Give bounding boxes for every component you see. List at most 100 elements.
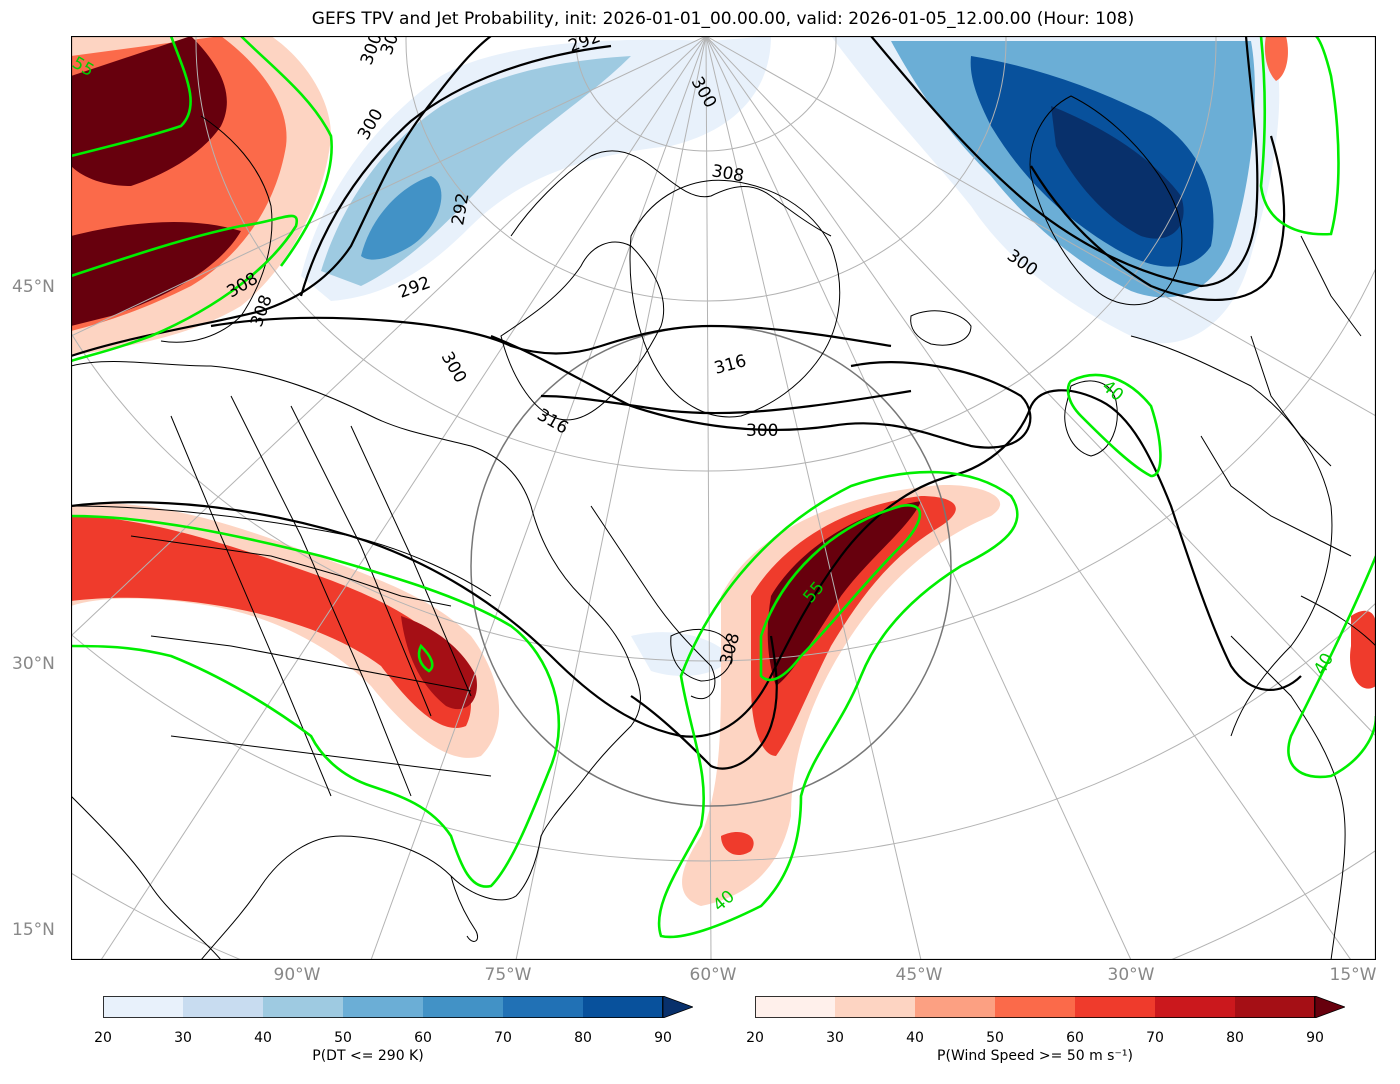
colorbar-tick-label: 70: [494, 1030, 512, 1046]
jet-contour-pacific-south: [71, 214, 299, 363]
jet-colorbar-extend-arrow: [1314, 996, 1345, 1018]
state-border: [290, 405, 432, 717]
graticule-parallel: [195, 36, 1217, 472]
graticule-meridian: [705, 36, 1376, 737]
lon-label-30w: 30°W: [1107, 965, 1155, 985]
coastline-hudson-bay: [500, 241, 665, 421]
state-border: [230, 395, 412, 797]
theta-contour-300-west: [71, 36, 492, 358]
jet-shading-pacific-core: [71, 36, 241, 326]
coastline-iceland: [910, 310, 972, 346]
jet-colorbar-swatches: [755, 996, 1345, 1018]
coastline-scandinavia: [1029, 95, 1183, 306]
jet-contour-atlantic-inner: [759, 504, 922, 682]
graticule-meridian: [705, 36, 922, 960]
jet-contour-europe-east: [1287, 555, 1376, 779]
graticule-meridian: [515, 36, 707, 960]
tpv-shading-labrador: [631, 632, 731, 676]
coastline-north-america: [71, 361, 641, 960]
jet-shading-nevada: [721, 831, 754, 856]
colorbar-swatch: [583, 996, 664, 1018]
theta-contour-308-main: [71, 389, 1302, 738]
theta-contour-292-west: [299, 44, 612, 297]
graticule-meridian: [705, 36, 1132, 960]
colorbar-swatch: [1235, 996, 1316, 1018]
colorbar-tick-label: 50: [334, 1030, 352, 1046]
state-border: [170, 735, 492, 777]
tpv-shading-west-core: [361, 176, 442, 260]
lon-label-60w: 60°W: [689, 965, 737, 985]
tpv-shading-east-darkest: [1051, 106, 1184, 239]
colorbar-tick-label: 30: [826, 1030, 844, 1046]
lat-label-15n: 15°N: [12, 920, 55, 940]
jet-contour-conus-inner: [417, 643, 434, 673]
colorbar-swatch: [343, 996, 424, 1018]
colorbar-swatch: [263, 996, 344, 1018]
jet-contour-conus: [71, 514, 561, 888]
country-border-europe: [1250, 335, 1332, 467]
jet-shading-conus-mid: [71, 516, 471, 728]
coastline-canadian-arctic: [510, 150, 832, 237]
coastlines: [71, 95, 1376, 960]
state-border: [150, 635, 472, 692]
colorbar-swatch: [1075, 996, 1156, 1018]
colorbar-swatch: [1155, 996, 1236, 1018]
tpv-probability-shading: [301, 36, 1280, 676]
colorbar-swatch: [915, 996, 996, 1018]
coastline-iberia-africa: [1230, 635, 1346, 960]
jet-contour-atlantic: [657, 470, 1019, 939]
state-border: [130, 535, 452, 607]
jet-contour-pacific: [71, 36, 192, 158]
graticule-meridian: [71, 36, 707, 637]
coastline-labrador: [590, 505, 716, 700]
colorbar-tick-label: 80: [1226, 1030, 1244, 1046]
jet-colorbar-label: P(Wind Speed >= 50 m s⁻¹): [937, 1048, 1133, 1064]
theta-contour-300-east: [1030, 135, 1286, 301]
map-panel: 292 292 292 300 300 300 300 300 300 308 …: [71, 36, 1376, 960]
colorbar-tick-label: 40: [906, 1030, 924, 1046]
country-border-europe: [1300, 235, 1362, 337]
jet-shading-atlantic-core: [767, 501, 921, 686]
state-border: [350, 425, 472, 697]
coastline-florida: [450, 875, 479, 942]
state-border: [170, 415, 332, 797]
graticule-parallel: [405, 36, 1007, 302]
colorbar-tick-label: 30: [174, 1030, 192, 1046]
lon-label-15w: 15°W: [1329, 965, 1377, 985]
tpv-colorbar-extend-arrow: [662, 996, 693, 1018]
theta-label: 300: [746, 421, 778, 441]
jet-shading-europe-east: [1350, 610, 1376, 689]
lon-label-90w: 90°W: [273, 965, 321, 985]
jet-contours: [71, 36, 1376, 939]
coastline-greenland: [629, 179, 841, 418]
theta-contour-atlantic-ridge: [630, 635, 778, 770]
graticule-parallel: [71, 602, 1376, 862]
graticule-parallel: [575, 36, 837, 152]
colorbar-tick-label: 50: [986, 1030, 1004, 1046]
colorbar-tick-label: 20: [94, 1030, 112, 1046]
colorbar-swatch: [835, 996, 916, 1018]
colorbar-swatch: [503, 996, 584, 1018]
map-title: GEFS TPV and Jet Probability, init: 2026…: [311, 9, 1135, 29]
theta-contours: [71, 36, 1302, 770]
graticule-meridian: [705, 36, 1376, 417]
theta-contour-316: [540, 389, 912, 415]
theta-contour-292-east: [870, 36, 1259, 288]
colorbar-tick-label: 40: [254, 1030, 272, 1046]
colorbar-tick-label: 90: [654, 1030, 672, 1046]
tpv-colorbar-label: P(DT <= 290 K): [312, 1048, 424, 1064]
jet-contour-europe-north: [1259, 36, 1340, 236]
graticule-meridian: [370, 36, 707, 960]
colorbar-tick-label: 80: [574, 1030, 592, 1046]
country-border-europe: [1200, 435, 1352, 557]
colorbar-tick-label: 20: [746, 1030, 764, 1046]
coastline-mediterranean: [1300, 595, 1376, 647]
coastline-europe: [1130, 335, 1333, 737]
map-frame: [71, 36, 1376, 960]
lon-label-75w: 75°W: [484, 965, 532, 985]
tpv-colorbar-swatches: [103, 996, 693, 1018]
jet-contour-iceland: [1066, 373, 1162, 478]
lat-label-45n: 45°N: [12, 277, 55, 297]
colorbar-swatch: [103, 996, 184, 1018]
graticule-meridian: [100, 36, 707, 960]
